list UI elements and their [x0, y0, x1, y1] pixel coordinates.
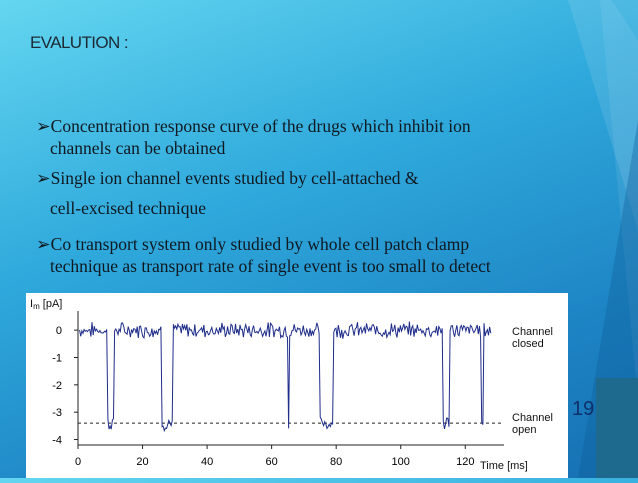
bullet-3-line-1: Co transport system only studied by whol…: [50, 234, 470, 254]
bullet-3: ➢Co transport system only studied by who…: [36, 233, 491, 277]
x-tick-label: 80: [330, 456, 342, 468]
bullet-2-line-2: cell-excised technique: [50, 198, 206, 218]
label-channel-open: Channel open: [512, 412, 553, 436]
bullet-marker: ➢: [36, 116, 51, 136]
page-number: 19: [572, 398, 595, 420]
x-axis-label: Time [ms]: [480, 460, 528, 472]
y-tick-label: -2: [52, 380, 62, 392]
x-tick-label: 120: [456, 456, 474, 468]
bullet-1-line-1: Concentration response curve of the drug…: [50, 116, 471, 136]
bullet-2: ➢Single ion channel events studied by ce…: [36, 167, 419, 219]
bullet-marker: ➢: [36, 234, 51, 254]
page-number-box: [596, 378, 638, 478]
y-tick-label: 0: [56, 325, 62, 337]
chart-svg: Im [pA] 0 -1 -2 -3 -4 0 20 40 60 80 100 120 Channe…: [30, 298, 553, 472]
slide-title: EVALUTION :: [30, 33, 129, 52]
label-channel-closed: Channel closed: [512, 326, 553, 350]
current-trace-chart: Im [pA] 0 -1 -2 -3 -4 0 20 40 60 80 100 120 Channe…: [26, 293, 568, 478]
current-trace-line: [79, 321, 492, 433]
x-tick-label: 100: [392, 456, 410, 468]
y-tick-label: -1: [52, 352, 62, 364]
y-ticks: 0 -1 -2 -3 -4: [52, 325, 78, 447]
bullet-2-line-1: Single ion channel events studied by cel…: [50, 168, 419, 188]
y-tick-label: -4: [52, 435, 62, 447]
x-tick-label: 0: [75, 456, 81, 468]
bullet-1: ➢Concentration response curve of the dru…: [36, 115, 471, 159]
x-tick-label: 40: [201, 456, 213, 468]
x-ticks: 0 20 40 60 80 100 120: [75, 445, 474, 468]
bullet-marker: ➢: [36, 168, 51, 188]
x-tick-label: 20: [136, 456, 148, 468]
y-axis-label: Im [pA]: [30, 298, 62, 311]
x-tick-label: 60: [266, 456, 278, 468]
bullet-3-line-2: technique as transport rate of single ev…: [50, 256, 491, 276]
bullet-1-line-2: channels can be obtained: [50, 138, 226, 158]
y-tick-label: -3: [52, 407, 62, 419]
